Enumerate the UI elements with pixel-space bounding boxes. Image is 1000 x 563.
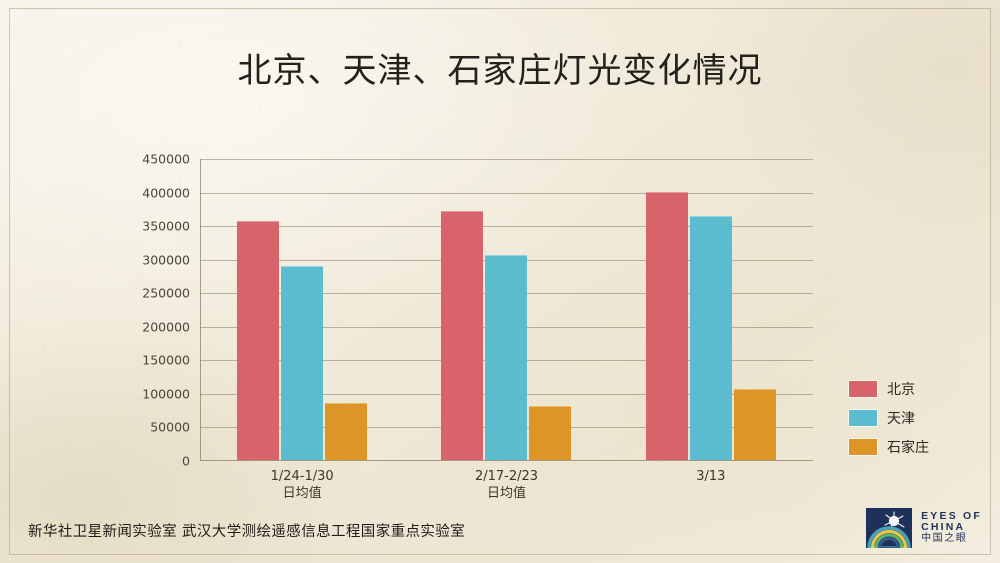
eyes-of-china-logo: EYES OF CHINA 中国之眼 [866, 501, 982, 555]
bar-group [200, 159, 404, 460]
y-axis-tick-label: 250000 [142, 285, 190, 301]
gridline [200, 159, 813, 160]
gridline [200, 226, 813, 228]
x-axis-line [200, 460, 813, 461]
y-axis-line [200, 159, 201, 461]
bar-group [609, 159, 813, 460]
page-title: 北京、天津、石家庄灯光变化情况 [237, 51, 763, 91]
y-axis-tick-label: 0 [182, 453, 190, 469]
bar-石家庄-0 [325, 402, 368, 460]
x-axis-tick-line: 日均值 [486, 486, 527, 501]
x-axis-tick-line: 1/24-1/30 [270, 469, 334, 484]
y-axis-tick-label: 200000 [142, 319, 190, 335]
legend-swatch [848, 438, 878, 456]
x-axis-labels: 1/24-1/30 日均值 2/17-2/23 日均值 3/13 [200, 468, 813, 512]
bar-石家庄-2 [733, 389, 776, 460]
legend-label: 石家庄 [887, 440, 929, 456]
bar-北京-1 [441, 210, 484, 460]
chart-legend: 北京 天津 石家庄 [848, 377, 968, 464]
y-axis-tick-label: 50000 [150, 419, 190, 435]
gridline [200, 192, 813, 194]
bar-北京-2 [645, 191, 688, 460]
legend-item-北京[interactable]: 北京 [848, 377, 968, 401]
x-axis-tick-line: 2/17-2/23 [474, 469, 539, 484]
legend-label: 北京 [887, 382, 915, 398]
y-axis-tick-label: 450000 [142, 151, 190, 167]
plot-area [200, 159, 813, 461]
legend-swatch [848, 380, 878, 398]
x-axis-tick-line: 日均值 [282, 486, 322, 501]
y-axis-tick-label: 100000 [142, 386, 190, 402]
bar-天津-2 [689, 216, 732, 460]
y-axis-tick-label: 300000 [142, 252, 190, 268]
x-axis-tick-label: 1/24-1/30 日均值 [271, 468, 334, 502]
logo-wordmark: EYES OF CHINA 中国之眼 [921, 509, 982, 545]
x-axis-tick-label: 3/13 [696, 468, 725, 485]
logo-line-3: 中国之眼 [921, 533, 968, 545]
y-axis-tick-label: 350000 [142, 218, 190, 234]
logo-line-1: EYES OF [921, 509, 982, 522]
bar-天津-0 [281, 265, 324, 460]
bar-groups [200, 159, 813, 460]
y-axis-labels: 450000 400000 350000 300000 250000 200000 1500… [140, 151, 196, 469]
x-axis-tick-label: 2/17-2/23 日均值 [475, 468, 538, 502]
x-axis-tick-line: 3/13 [696, 469, 726, 484]
logo-line-2: CHINA [921, 521, 966, 534]
bar-chart: 450000 400000 350000 300000 250000 200000 1500… [140, 151, 840, 501]
sun-rays-rainbow-icon [866, 508, 913, 548]
source-caption: 新华社卫星新闻实验室 武汉大学测绘遥感信息工程国家重点实验室 [28, 524, 466, 540]
y-axis-tick-label: 150000 [142, 352, 190, 368]
legend-item-天津[interactable]: 天津 [848, 406, 968, 430]
y-axis-tick-label: 400000 [142, 185, 190, 201]
legend-label: 天津 [887, 411, 915, 427]
bar-group [404, 159, 608, 460]
legend-item-石家庄[interactable]: 石家庄 [848, 435, 968, 459]
bar-石家庄-1 [529, 405, 572, 460]
legend-swatch [848, 409, 878, 427]
bar-天津-1 [485, 254, 528, 460]
bar-北京-0 [237, 220, 280, 460]
